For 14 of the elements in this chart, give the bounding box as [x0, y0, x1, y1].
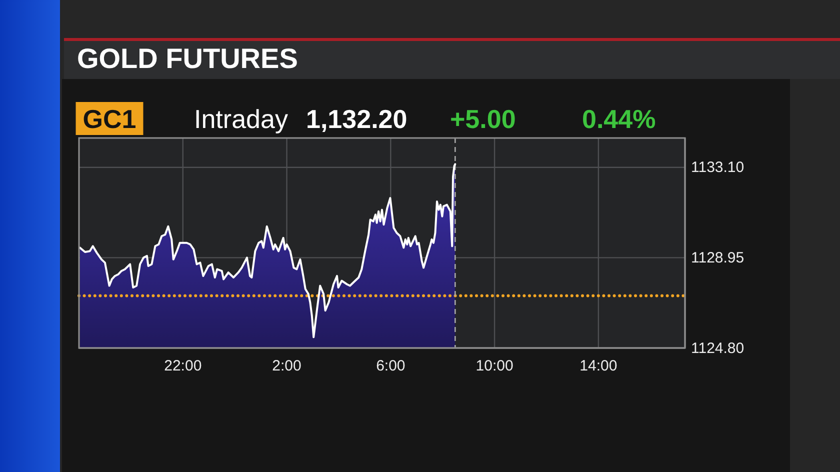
y-tick-label: 1124.80: [691, 340, 744, 357]
x-tick-label: 2:00: [272, 358, 302, 375]
y-tick-label: 1133.10: [691, 159, 744, 176]
x-tick-label: 14:00: [580, 358, 618, 375]
x-tick-label: 6:00: [376, 358, 406, 375]
text: 1,132.20: [306, 104, 408, 134]
y-tick-label: 1128.95: [691, 249, 744, 266]
text: Intraday: [194, 104, 288, 134]
x-tick-label: 22:00: [164, 358, 202, 375]
text: +5.00: [450, 104, 516, 134]
x-tick-label: 10:00: [476, 358, 514, 375]
text: GC1: [82, 104, 136, 134]
chart-title: GOLD FUTURES: [77, 43, 298, 74]
text: 0.44%: [582, 104, 656, 134]
